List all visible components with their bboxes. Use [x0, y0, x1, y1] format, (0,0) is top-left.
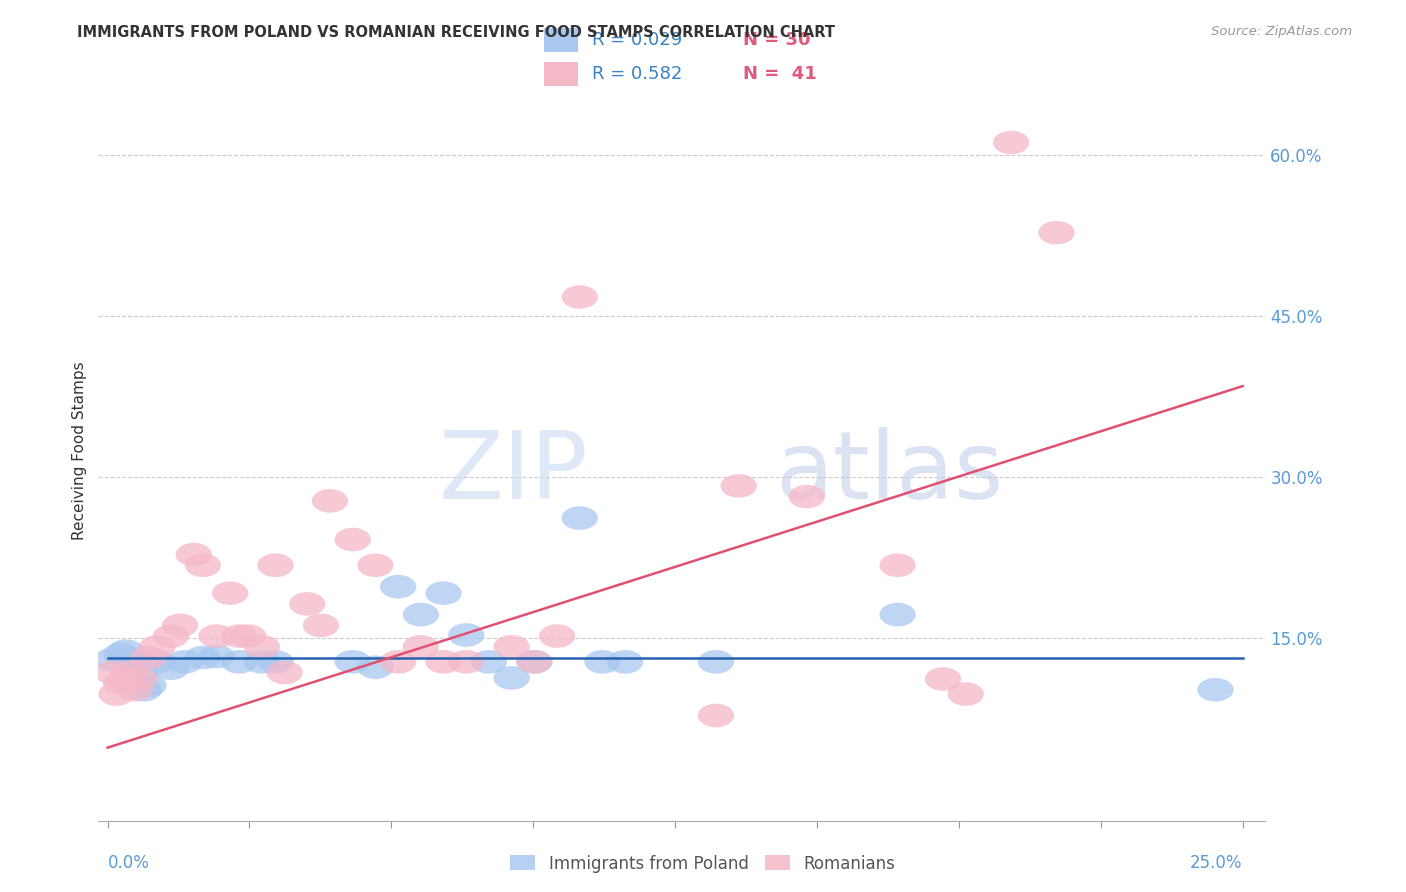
Ellipse shape	[993, 131, 1029, 154]
Ellipse shape	[166, 650, 202, 673]
Ellipse shape	[879, 603, 915, 626]
Ellipse shape	[561, 285, 598, 309]
Ellipse shape	[426, 582, 461, 605]
Ellipse shape	[607, 650, 644, 673]
Ellipse shape	[162, 614, 198, 637]
Ellipse shape	[449, 624, 485, 647]
Ellipse shape	[176, 542, 212, 566]
Text: R = 0.029: R = 0.029	[592, 31, 682, 49]
Ellipse shape	[925, 667, 962, 690]
Ellipse shape	[94, 661, 131, 684]
Ellipse shape	[380, 575, 416, 599]
Ellipse shape	[112, 661, 149, 684]
Ellipse shape	[302, 614, 339, 637]
Ellipse shape	[231, 624, 266, 648]
Text: N =  41: N = 41	[744, 65, 817, 83]
Text: 25.0%: 25.0%	[1191, 854, 1243, 872]
Ellipse shape	[516, 650, 553, 673]
Ellipse shape	[121, 667, 157, 690]
Ellipse shape	[131, 673, 166, 698]
Ellipse shape	[131, 646, 166, 669]
Ellipse shape	[357, 553, 394, 577]
Ellipse shape	[494, 666, 530, 690]
FancyBboxPatch shape	[544, 28, 578, 52]
Text: atlas: atlas	[775, 426, 1004, 518]
Ellipse shape	[516, 650, 553, 673]
Ellipse shape	[266, 661, 302, 684]
Text: R = 0.582: R = 0.582	[592, 65, 682, 83]
Ellipse shape	[117, 650, 153, 673]
Ellipse shape	[103, 672, 139, 695]
Ellipse shape	[290, 592, 325, 615]
Ellipse shape	[449, 650, 485, 673]
Ellipse shape	[139, 635, 176, 658]
Ellipse shape	[697, 650, 734, 673]
Ellipse shape	[879, 553, 915, 577]
Text: 0.0%: 0.0%	[107, 854, 149, 872]
Ellipse shape	[561, 507, 598, 530]
Ellipse shape	[139, 650, 176, 673]
Ellipse shape	[198, 645, 235, 668]
Ellipse shape	[107, 667, 143, 690]
Ellipse shape	[471, 650, 508, 673]
Ellipse shape	[243, 650, 280, 673]
Legend: Immigrants from Poland, Romanians: Immigrants from Poland, Romanians	[503, 848, 903, 880]
Ellipse shape	[335, 650, 371, 673]
Ellipse shape	[402, 635, 439, 658]
Ellipse shape	[98, 682, 135, 706]
Ellipse shape	[184, 553, 221, 577]
Ellipse shape	[402, 603, 439, 626]
Text: N = 30: N = 30	[744, 31, 811, 49]
Ellipse shape	[789, 484, 825, 508]
Ellipse shape	[257, 553, 294, 577]
Ellipse shape	[312, 489, 349, 513]
Ellipse shape	[380, 650, 416, 673]
Ellipse shape	[125, 678, 162, 701]
Text: Source: ZipAtlas.com: Source: ZipAtlas.com	[1212, 25, 1353, 38]
Y-axis label: Receiving Food Stamps: Receiving Food Stamps	[72, 361, 87, 540]
Ellipse shape	[357, 656, 394, 679]
Ellipse shape	[221, 624, 257, 648]
Ellipse shape	[198, 624, 235, 648]
Ellipse shape	[221, 650, 257, 673]
Ellipse shape	[257, 650, 294, 673]
Ellipse shape	[426, 650, 461, 673]
Ellipse shape	[720, 474, 756, 498]
Ellipse shape	[153, 657, 190, 680]
Ellipse shape	[212, 582, 249, 605]
Ellipse shape	[103, 642, 139, 666]
Ellipse shape	[948, 682, 984, 706]
Ellipse shape	[1039, 221, 1074, 244]
Ellipse shape	[1198, 678, 1233, 701]
Ellipse shape	[121, 661, 157, 684]
Ellipse shape	[697, 704, 734, 727]
Ellipse shape	[184, 646, 221, 669]
FancyBboxPatch shape	[544, 62, 578, 87]
Ellipse shape	[538, 624, 575, 648]
Text: IMMIGRANTS FROM POLAND VS ROMANIAN RECEIVING FOOD STAMPS CORRELATION CHART: IMMIGRANTS FROM POLAND VS ROMANIAN RECEI…	[77, 25, 835, 40]
Ellipse shape	[243, 635, 280, 658]
Text: ZIP: ZIP	[439, 426, 589, 518]
Ellipse shape	[117, 678, 153, 701]
Ellipse shape	[585, 650, 620, 673]
Ellipse shape	[94, 648, 131, 672]
Ellipse shape	[335, 528, 371, 551]
Ellipse shape	[153, 624, 190, 648]
Ellipse shape	[107, 640, 143, 663]
Ellipse shape	[494, 635, 530, 658]
